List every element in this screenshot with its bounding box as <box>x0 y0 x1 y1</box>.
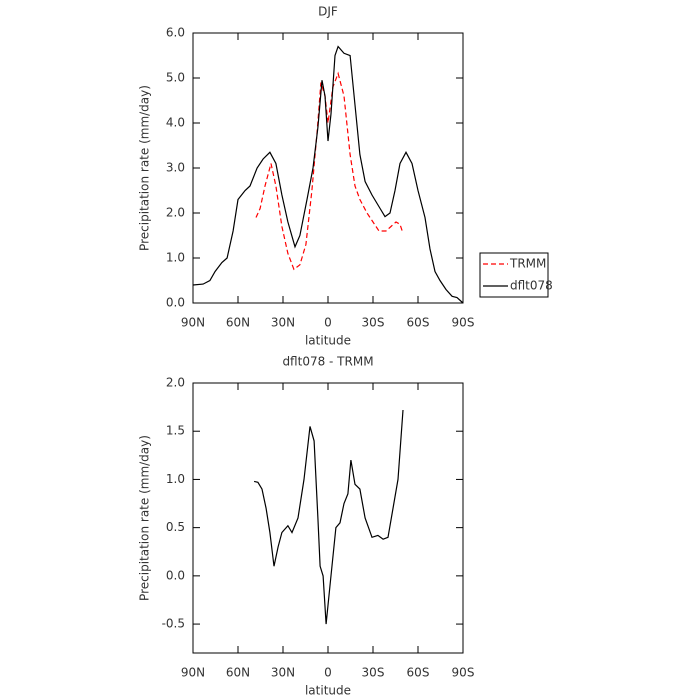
x-tick-label: 90N <box>181 666 205 680</box>
x-tick-label: 90N <box>181 316 205 330</box>
x-tick-label: 90S <box>452 316 475 330</box>
y-axis-label: Precipitation rate (mm/day) <box>138 85 152 251</box>
legend-box <box>479 252 549 298</box>
y-tick-label: 2.0 <box>166 376 185 390</box>
series-line <box>255 71 404 271</box>
x-tick-label: 90S <box>452 666 475 680</box>
legend-label: TRMM <box>509 257 546 271</box>
series-line <box>192 45 464 304</box>
y-tick-label: 1.5 <box>166 424 185 438</box>
y-tick-label: 5.0 <box>166 71 185 85</box>
series-line <box>253 409 404 625</box>
x-tick-label: 0 <box>324 316 332 330</box>
x-tick-label: 60S <box>407 666 430 680</box>
y-tick-label: 4.0 <box>166 116 185 130</box>
chart-title: DJF <box>318 5 338 19</box>
y-tick-label: 1.0 <box>166 251 185 265</box>
chart: dflt078 - TRMM -0.5 0.0 0.5 1.0 1.5 2.0 90N 60N 3… <box>138 355 475 698</box>
x-tick-label: 60N <box>226 666 250 680</box>
y-tick-label: 0.5 <box>166 520 185 534</box>
y-axis-label: Precipitation rate (mm/day) <box>138 435 152 601</box>
x-tick-label: 60N <box>226 316 250 330</box>
plot-frame <box>192 382 464 654</box>
chart-title: dflt078 - TRMM <box>282 355 373 369</box>
y-tick-label: 1.0 <box>166 472 185 486</box>
y-tick-label: 6.0 <box>166 26 185 40</box>
x-tick-label: 30N <box>271 666 295 680</box>
x-tick-label: 30S <box>362 316 385 330</box>
y-tick-label: 3.0 <box>166 161 185 175</box>
x-tick-label: 30N <box>271 316 295 330</box>
x-axis-label: latitude <box>305 684 351 698</box>
y-tick-label: 2.0 <box>166 206 185 220</box>
x-tick-label: 0 <box>324 666 332 680</box>
x-axis-label: latitude <box>305 334 351 348</box>
y-tick-label: -0.5 <box>162 617 185 631</box>
x-tick-label: 60S <box>407 316 430 330</box>
x-tick-label: 30S <box>362 666 385 680</box>
plot-frame <box>192 32 464 304</box>
y-tick-label: 0.0 <box>166 568 185 582</box>
y-tick-label: 0.0 <box>166 296 185 310</box>
legend-label: dflt078 <box>510 279 553 293</box>
chart: DJF 0.0 1.0 2.0 3.0 4.0 5.0 6.0 90N 60N 30N 0 30S 60S… <box>138 5 553 348</box>
